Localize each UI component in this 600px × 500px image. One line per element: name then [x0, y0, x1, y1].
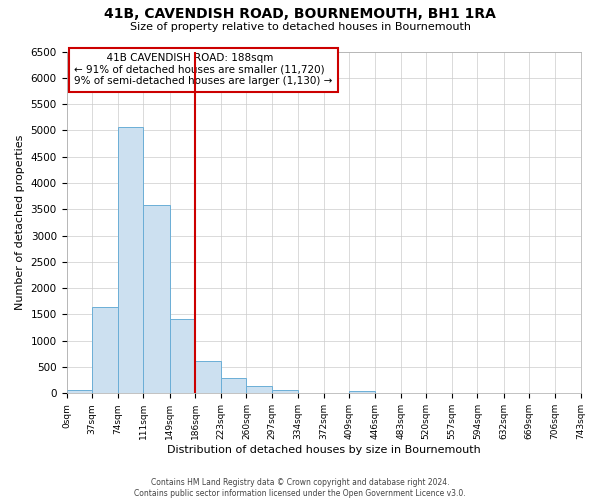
- Bar: [349, 391, 375, 394]
- Text: Size of property relative to detached houses in Bournemouth: Size of property relative to detached ho…: [130, 22, 470, 32]
- Bar: [170, 318, 195, 394]
- Text: Contains HM Land Registry data © Crown copyright and database right 2024.
Contai: Contains HM Land Registry data © Crown c…: [134, 478, 466, 498]
- Bar: [118, 127, 143, 394]
- Y-axis label: Number of detached properties: Number of detached properties: [15, 134, 25, 310]
- Bar: [247, 386, 272, 394]
- Bar: [143, 204, 170, 394]
- Bar: [195, 362, 221, 394]
- Bar: [272, 390, 298, 394]
- Bar: [67, 390, 92, 394]
- Text: 41B, CAVENDISH ROAD, BOURNEMOUTH, BH1 1RA: 41B, CAVENDISH ROAD, BOURNEMOUTH, BH1 1R…: [104, 8, 496, 22]
- X-axis label: Distribution of detached houses by size in Bournemouth: Distribution of detached houses by size …: [167, 445, 481, 455]
- Text: 41B CAVENDISH ROAD: 188sqm
← 91% of detached houses are smaller (11,720)
9% of s: 41B CAVENDISH ROAD: 188sqm ← 91% of deta…: [74, 53, 332, 86]
- Bar: [92, 306, 118, 394]
- Bar: [221, 378, 247, 394]
